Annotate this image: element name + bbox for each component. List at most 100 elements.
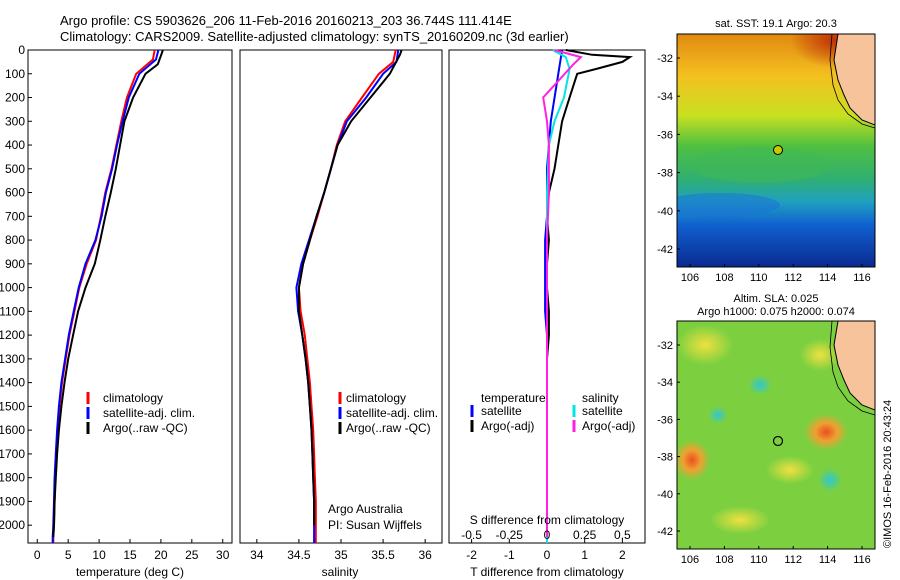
depth-tick-label: 1200 — [0, 328, 25, 342]
map-lon-tick-label: 112 — [784, 272, 802, 284]
map-lon-tick-label: 106 — [681, 554, 699, 566]
header-line2: Climatology: CARS2009. Satellite-adjuste… — [60, 29, 569, 44]
map-lat-tick-label: -42 — [657, 526, 673, 538]
salinity-plot-frame — [239, 49, 443, 544]
difference-tick-label: -1 — [504, 548, 515, 562]
temperature-tick-label: 5 — [65, 548, 72, 562]
salinity-tick-label: 35 — [334, 548, 348, 562]
map-lon-tick-label: 112 — [784, 554, 802, 566]
temperature-ticks: 0 5 10 15 20 25 30 — [34, 539, 230, 562]
depth-tick-label: 400 — [5, 138, 25, 152]
depth-tick-label: 700 — [5, 209, 25, 223]
temperature-xlabel: temperature (deg C) — [76, 565, 184, 579]
difference-series-line — [542, 49, 583, 538]
sla-map-panel: Altim. SLA: 0.025 Argo h1000: 0.075 h200… — [657, 293, 876, 566]
depth-tick-label: 1400 — [0, 376, 25, 390]
depth-tick-label: 1800 — [0, 471, 25, 485]
depth-ticks: 0 100 200 300 400 500 600 700 800 900 1000 1100 1200… — [0, 43, 32, 532]
salinity-note-2: PI: Susan Wijffels — [328, 518, 422, 532]
salinity-xlabel: salinity — [322, 565, 359, 579]
map-lat-tick-label: -38 — [657, 452, 673, 464]
difference-tick-label: 1 — [581, 548, 588, 562]
header-line1: Argo profile: CS 5903626_206 11-Feb-2016… — [60, 13, 512, 28]
argo-float-marker — [773, 145, 783, 155]
map-lon-tick-label: 114 — [819, 554, 837, 566]
salinity-tick-label: 34.5 — [287, 548, 311, 562]
map-lat-tick-label: -32 — [657, 53, 673, 65]
depth-tick-label: 0 — [18, 43, 25, 57]
s-difference-tick-label: 0.5 — [614, 528, 631, 542]
salinity-difference-ticks: -0.5 -0.25 0 0.25 0.5 — [461, 528, 631, 542]
shelf-contour — [829, 321, 875, 416]
s-difference-tick-label: 0.25 — [573, 528, 597, 542]
sla-field — [677, 321, 875, 549]
depth-tick-label: 1300 — [0, 352, 25, 366]
depth-tick-label: 600 — [5, 186, 25, 200]
map-lat-tick-label: -42 — [657, 244, 673, 256]
temperature-tick-label: 10 — [92, 548, 106, 562]
map-lon-tick-label: 108 — [715, 272, 733, 284]
difference-series — [542, 49, 634, 543]
temperature-series-line — [52, 49, 164, 538]
australia-land — [833, 34, 875, 126]
salinity-ticks: 34 34.5 35 35.5 36 — [250, 539, 432, 562]
depth-tick-label: 1700 — [0, 447, 25, 461]
legend-label-climatology: climatology — [103, 391, 163, 405]
difference-top-xlabel: S difference from climatology — [470, 513, 625, 527]
temperature-tick-label: 0 — [34, 548, 41, 562]
australia-land — [833, 321, 875, 411]
legend-heading-salinity: salinity — [582, 391, 619, 405]
difference-legend: temperature salinity satellite Argo(-adj… — [470, 391, 635, 433]
sla-map-title: Altim. SLA: 0.025 — [734, 293, 819, 305]
salinity-tick-label: 36 — [418, 548, 432, 562]
temperature-tick-label: 30 — [216, 548, 230, 562]
difference-xlabel: T difference from climatology — [470, 565, 624, 579]
map-lon-tick-label: 106 — [681, 272, 699, 284]
depth-tick-label: 900 — [5, 257, 25, 271]
sst-map-frame — [676, 33, 876, 268]
map-lat-tick-label: -36 — [657, 414, 673, 426]
shelf-contour — [829, 34, 875, 129]
difference-ticks: -2 -1 0 1 2 — [466, 539, 626, 562]
sst-map-panel: sat. SST: 19.1 Argo: 20.3 106 108 110 112 11… — [657, 18, 876, 284]
salinity-note-1: Argo Australia — [328, 502, 403, 516]
legend-label-t-satellite: satellite — [481, 404, 522, 418]
difference-panel: -2 -1 0 1 2 temperature salinity satellite A… — [448, 49, 646, 579]
sla-map-ticks: 106 108 110 112 114 116 -32 -34 -36 -38 -40 -42 — [657, 340, 871, 566]
depth-tick-label: 500 — [5, 162, 25, 176]
map-lat-tick-label: -34 — [657, 377, 673, 389]
legend-label-satellite: satellite-adj. clim. — [103, 406, 195, 420]
salinity-tick-label: 34 — [250, 548, 264, 562]
legend-label-climatology: climatology — [346, 391, 406, 405]
s-difference-tick-label: -0.5 — [461, 528, 482, 542]
salinity-series-line — [297, 49, 403, 526]
depth-tick-label: 1900 — [0, 494, 25, 508]
temperature-plot-frame — [27, 49, 233, 544]
sst-map-title: sat. SST: 19.1 Argo: 20.3 — [715, 18, 837, 30]
map-lat-tick-label: -36 — [657, 129, 673, 141]
legend-label-argo: Argo(..raw -QC) — [346, 421, 431, 435]
depth-tick-label: 1000 — [0, 281, 25, 295]
legend-heading-temperature: temperature — [481, 391, 546, 405]
imos-stamp: ©IMOS 16-Feb-2016 20:43:24 — [882, 400, 894, 548]
map-lon-tick-label: 110 — [750, 554, 768, 566]
legend-label-t-argo: Argo(-adj) — [481, 419, 534, 433]
legend-label-argo: Argo(..raw -QC) — [103, 421, 188, 435]
sst-field — [677, 34, 875, 267]
map-lon-tick-label: 110 — [750, 272, 768, 284]
map-lat-tick-label: -38 — [657, 168, 673, 180]
map-lon-tick-label: 114 — [819, 272, 837, 284]
legend-label-s-argo: Argo(-adj) — [582, 419, 635, 433]
temperature-tick-label: 15 — [123, 548, 137, 562]
salinity-panel: 34 34.5 35 35.5 36 climatology satellite-adj… — [239, 49, 443, 579]
map-lon-tick-label: 108 — [715, 554, 733, 566]
temperature-tick-label: 25 — [185, 548, 199, 562]
legend-label-s-satellite: satellite — [582, 404, 623, 418]
legend-label-satellite: satellite-adj. clim. — [346, 406, 438, 420]
salinity-tick-label: 35.5 — [371, 548, 395, 562]
temperature-tick-label: 20 — [154, 548, 168, 562]
temperature-series-line — [51, 49, 160, 543]
depth-tick-label: 800 — [5, 233, 25, 247]
salinity-series — [295, 49, 403, 543]
